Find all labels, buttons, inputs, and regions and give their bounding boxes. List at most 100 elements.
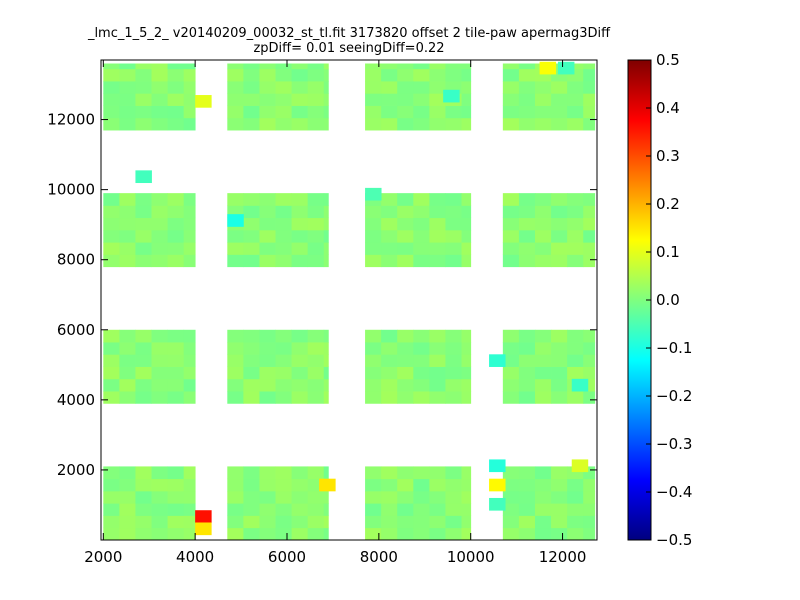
heatmap-cell [243,329,260,343]
heatmap-cell [518,378,536,392]
heatmap-cell [103,105,120,119]
heatmap-cell [413,105,430,119]
heatmap-cell [183,354,196,367]
heatmap-cell [135,193,152,206]
heatmap-cell [227,63,244,70]
heatmap-cell [167,254,185,268]
heatmap-cell [307,527,325,541]
heatmap-cell [307,391,325,404]
heatmap-cell [445,205,462,219]
heatmap-cell [227,342,244,355]
heatmap-cell [397,217,414,231]
heatmap-cell [167,117,185,131]
heatmap-cell [583,242,596,255]
heatmap-cell [119,242,136,255]
heatmap-cell [502,342,520,355]
heatmap-cell [275,81,292,94]
heatmap-cell [259,378,276,392]
heatmap-cell [119,105,136,119]
heatmap-cell [307,68,325,82]
heatmap-cell [413,63,430,70]
heatmap-cell [151,105,168,119]
heatmap-cell-outlier [489,478,506,492]
heatmap-cell [119,117,136,131]
heatmap-cell [567,93,584,106]
heatmap-cell [151,391,168,404]
heatmap-cell [583,354,596,367]
heatmap-cell [429,63,446,70]
heatmap-cell [227,117,244,131]
heatmap-cell [307,105,325,119]
heatmap-cell [583,63,596,70]
heatmap-cell [461,366,472,380]
heatmap-cell [551,93,568,106]
colorbar-tick-label: −0.5 [656,531,692,549]
heatmap-cell [135,515,152,529]
heatmap-cell [445,503,462,516]
heatmap-cell [535,217,552,231]
heatmap-cell [502,466,520,480]
heatmap-cell [103,81,120,94]
heatmap-cell [583,342,596,355]
heatmap-cell [518,229,536,243]
heatmap-cell [535,193,552,206]
heatmap-cell [518,527,536,541]
heatmap-cell [151,254,168,268]
heatmap-cell [429,478,446,492]
heatmap-cell [135,81,152,94]
heatmap-cell [461,229,472,243]
heatmap-cell [518,105,536,119]
heatmap-cell [461,217,472,231]
heatmap-cell [535,378,552,392]
heatmap-cell-outlier [489,497,506,511]
heatmap-cell [151,81,168,94]
heatmap-cell [445,254,462,268]
heatmap-cell [103,527,120,541]
heatmap-cell [291,342,309,355]
heatmap-cell [135,342,152,355]
heatmap-cell [227,527,244,541]
heatmap-cell [413,68,430,82]
heatmap-cell [445,527,462,541]
heatmap-cell [291,68,309,82]
heatmap-cell [567,503,584,516]
heatmap-cell [291,466,309,480]
y-tick-label: 4000 [57,391,95,409]
heatmap-cell [567,354,584,367]
heatmap-cell [323,391,329,404]
heatmap-cell [518,81,536,94]
heatmap-cell [103,490,120,504]
heatmap-cell [227,490,244,504]
heatmap-cell [567,229,584,243]
heatmap-cell [551,105,568,119]
heatmap-cell [323,81,329,94]
x-tick-label: 12000 [539,548,587,566]
heatmap-cell [381,366,398,380]
heatmap-cell-outlier [571,459,589,473]
heatmap-cell [307,63,325,70]
heatmap-cells [103,61,596,541]
heatmap-cell [502,366,520,380]
heatmap-cell [151,490,168,504]
heatmap-cell [227,503,244,516]
heatmap-cell [397,193,414,206]
heatmap-cell [551,117,568,131]
heatmap-cell [243,117,260,131]
heatmap-cell [259,229,276,243]
heatmap-cell [535,503,552,516]
heatmap-cell [259,81,276,94]
heatmap-cell [567,117,584,131]
heatmap-cell [227,466,244,480]
heatmap-cell [275,490,292,504]
heatmap-cell [243,342,260,355]
heatmap-cell [381,378,398,392]
heatmap-cell [275,478,292,492]
heatmap-cell [461,68,472,82]
heatmap-cell [243,81,260,94]
heatmap-cell [413,205,430,219]
heatmap-cell [429,354,446,367]
heatmap-cell [413,193,430,206]
heatmap-cell [227,105,244,119]
heatmap-cell [323,466,329,480]
heatmap-cell [103,68,120,82]
